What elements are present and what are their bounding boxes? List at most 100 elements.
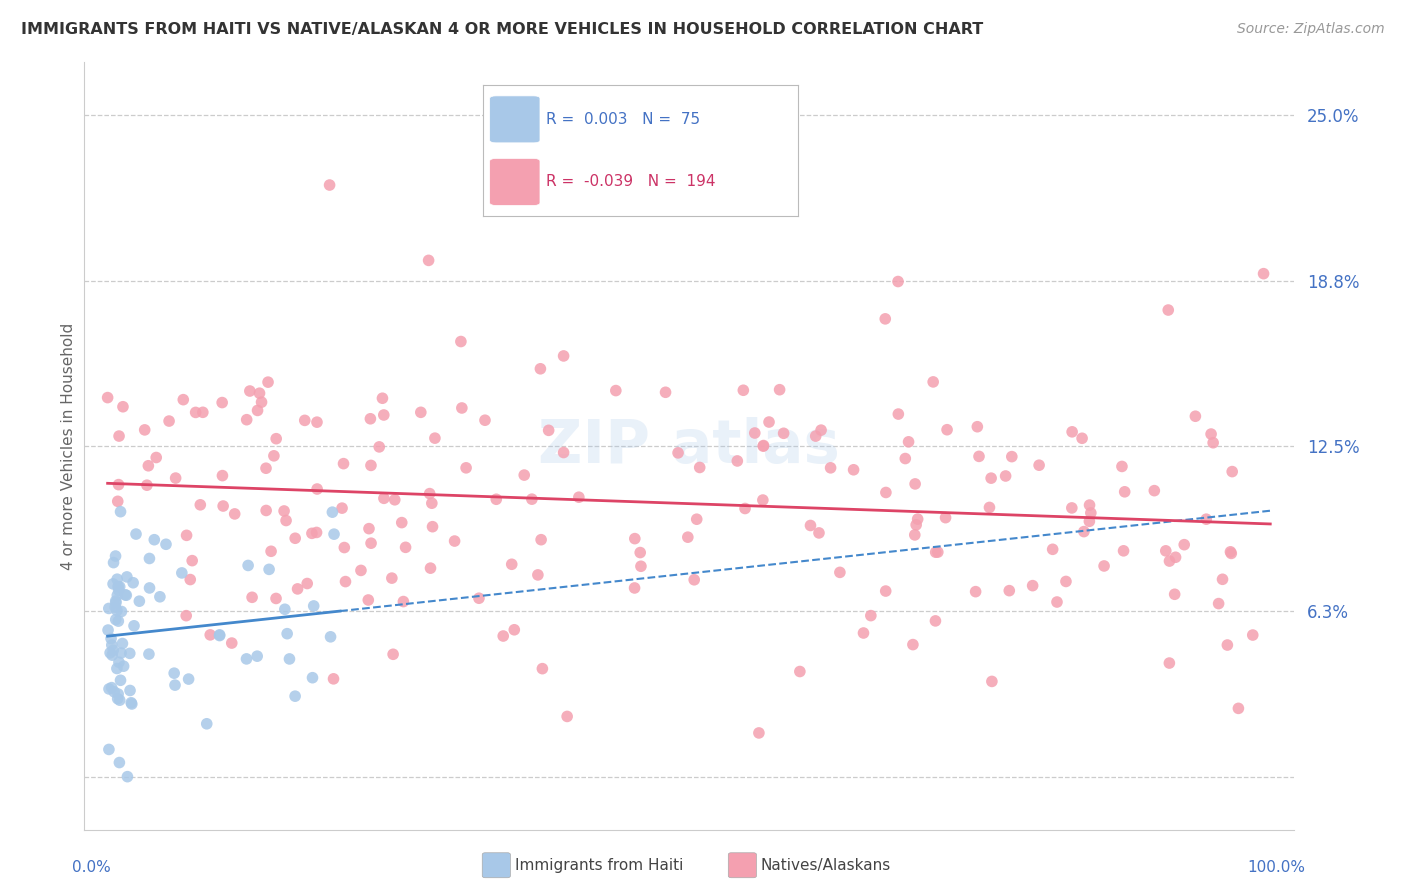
Point	[628, 545, 651, 559]
Point	[768, 383, 790, 397]
Point	[103, 685, 125, 699]
Point	[110, 505, 132, 519]
Point	[423, 431, 446, 445]
Point	[529, 361, 551, 376]
Point	[887, 275, 910, 289]
Point	[101, 648, 124, 662]
Point	[301, 671, 323, 685]
Point	[752, 439, 775, 453]
Point	[381, 571, 404, 585]
Point	[1164, 550, 1187, 565]
Point	[875, 485, 897, 500]
Point	[1253, 267, 1275, 281]
Point	[820, 460, 842, 475]
Point	[145, 450, 167, 465]
Point	[105, 572, 128, 586]
Point	[359, 411, 381, 425]
Point	[1062, 425, 1084, 439]
Point	[1184, 409, 1206, 424]
Point	[1078, 498, 1101, 512]
Point	[211, 395, 233, 409]
Point	[120, 696, 142, 710]
Point	[177, 672, 200, 686]
Point	[101, 638, 124, 652]
Point	[117, 770, 139, 784]
Point	[107, 691, 129, 706]
Point	[104, 549, 127, 563]
Point	[357, 593, 380, 607]
Point	[901, 638, 924, 652]
Point	[927, 545, 949, 559]
Point	[492, 629, 515, 643]
Point	[254, 503, 277, 517]
Point	[170, 566, 193, 580]
Point	[1208, 597, 1230, 611]
Point	[100, 681, 122, 695]
Point	[335, 574, 357, 589]
Point	[1114, 484, 1136, 499]
Point	[1216, 638, 1239, 652]
Point	[924, 614, 946, 628]
Point	[108, 580, 131, 594]
Point	[980, 471, 1002, 485]
Point	[110, 673, 132, 688]
Point	[807, 525, 830, 540]
Point	[104, 600, 127, 615]
Point	[748, 726, 770, 740]
Point	[979, 500, 1001, 515]
Point	[1163, 587, 1185, 601]
Point	[744, 425, 766, 440]
Point	[530, 533, 553, 547]
Point	[235, 413, 257, 427]
Point	[107, 477, 129, 491]
Point	[1046, 595, 1069, 609]
Point	[360, 536, 382, 550]
Point	[789, 665, 811, 679]
Point	[297, 576, 319, 591]
Point	[240, 591, 263, 605]
Point	[236, 558, 259, 573]
Point	[419, 561, 441, 575]
Point	[330, 501, 353, 516]
Point	[332, 457, 354, 471]
Point	[260, 544, 283, 558]
Point	[191, 405, 214, 419]
Point	[103, 556, 125, 570]
Point	[195, 716, 218, 731]
Point	[1060, 500, 1083, 515]
Point	[97, 623, 120, 637]
Point	[734, 501, 756, 516]
Point	[1028, 458, 1050, 473]
Point	[1112, 544, 1135, 558]
Point	[758, 415, 780, 429]
Point	[108, 756, 131, 770]
Point	[172, 392, 194, 407]
Point	[111, 636, 134, 650]
Point	[936, 423, 959, 437]
Point	[110, 646, 132, 660]
Point	[273, 504, 295, 518]
Point	[527, 568, 550, 582]
Point	[108, 429, 131, 443]
Point	[224, 507, 246, 521]
Point	[456, 460, 478, 475]
Point	[284, 531, 307, 545]
Point	[211, 468, 233, 483]
Point	[110, 605, 132, 619]
Point	[666, 446, 689, 460]
Point	[368, 440, 391, 454]
Point	[1227, 701, 1250, 715]
Point	[118, 683, 141, 698]
Point	[689, 460, 711, 475]
Point	[733, 384, 755, 398]
Point	[894, 451, 917, 466]
Point	[208, 628, 231, 642]
Point	[115, 570, 138, 584]
Point	[537, 423, 560, 437]
Point	[212, 499, 235, 513]
Point	[350, 563, 373, 577]
Point	[294, 413, 316, 427]
Point	[98, 646, 121, 660]
Point	[520, 492, 543, 507]
Y-axis label: 4 or more Vehicles in Household: 4 or more Vehicles in Household	[60, 322, 76, 570]
